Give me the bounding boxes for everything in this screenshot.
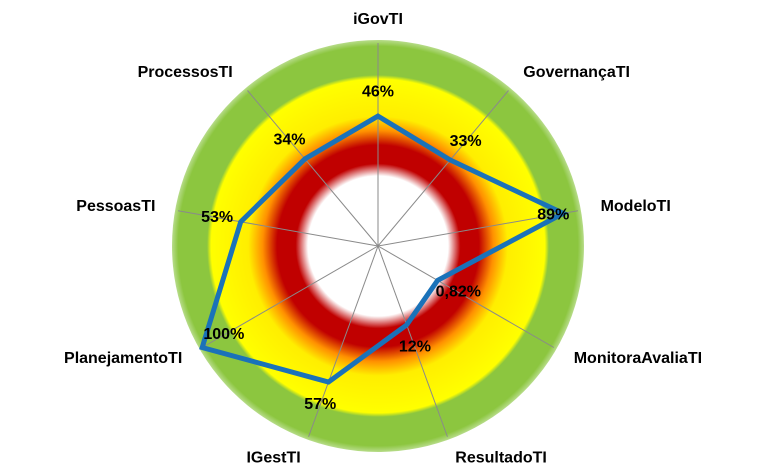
category-label: ProcessosTI xyxy=(138,64,233,81)
data-label: 33% xyxy=(450,133,482,150)
spoke xyxy=(377,210,579,247)
category-label: PlanejamentoTI xyxy=(64,350,182,367)
category-label: ModeloTI xyxy=(601,198,671,215)
category-label: GovernançaTI xyxy=(523,64,630,81)
spoke xyxy=(177,210,379,247)
data-label: 57% xyxy=(304,396,336,413)
category-label: MonitoraAvaliaTI xyxy=(574,350,702,367)
category-label: iGovTI xyxy=(353,11,403,28)
data-label: 12% xyxy=(399,339,431,356)
data-label: 53% xyxy=(201,209,233,226)
spoke xyxy=(377,245,555,348)
category-label: IGestTI xyxy=(246,450,300,463)
data-label: 34% xyxy=(273,132,305,149)
category-label: PessoasTI xyxy=(76,198,155,215)
data-label: 0,82% xyxy=(436,284,481,301)
spoke xyxy=(377,90,509,247)
data-label: 100% xyxy=(203,326,244,343)
spoke xyxy=(377,245,448,437)
spoke xyxy=(308,245,379,437)
radar-line xyxy=(199,113,569,385)
data-label: 89% xyxy=(537,206,569,223)
category-label: ResultadoTI xyxy=(455,450,547,463)
spoke xyxy=(201,245,379,348)
spoke xyxy=(247,90,379,247)
data-label: 46% xyxy=(362,83,394,100)
